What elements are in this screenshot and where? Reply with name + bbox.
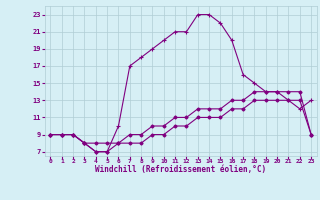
X-axis label: Windchill (Refroidissement éolien,°C): Windchill (Refroidissement éolien,°C) bbox=[95, 165, 266, 174]
